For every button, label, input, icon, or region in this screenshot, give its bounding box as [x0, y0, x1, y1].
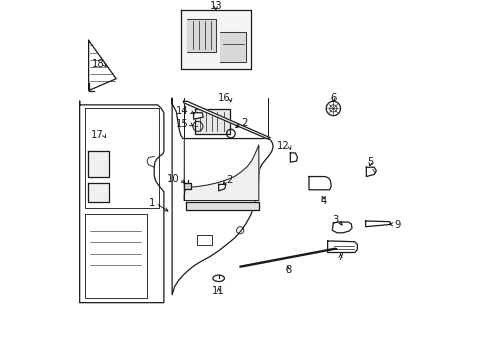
Polygon shape: [87, 152, 109, 176]
Polygon shape: [181, 10, 250, 69]
Text: 11: 11: [212, 286, 224, 296]
Polygon shape: [80, 101, 163, 303]
Text: 17: 17: [91, 130, 104, 140]
Text: 8: 8: [285, 265, 291, 275]
Text: 4: 4: [320, 195, 326, 206]
Polygon shape: [195, 109, 230, 134]
Polygon shape: [184, 183, 190, 189]
Text: 13: 13: [209, 1, 222, 11]
Text: 2: 2: [226, 175, 232, 185]
Polygon shape: [366, 167, 376, 176]
Text: 9: 9: [393, 220, 400, 230]
Polygon shape: [187, 19, 215, 52]
Text: 10: 10: [166, 174, 179, 184]
Polygon shape: [88, 40, 116, 90]
Polygon shape: [308, 176, 330, 190]
Polygon shape: [87, 183, 109, 202]
Text: 16: 16: [217, 93, 230, 103]
Polygon shape: [220, 32, 246, 62]
Text: 2: 2: [241, 118, 247, 128]
Text: 6: 6: [329, 93, 336, 103]
Text: 1: 1: [149, 198, 155, 208]
Polygon shape: [184, 141, 258, 201]
Polygon shape: [193, 113, 203, 119]
Polygon shape: [327, 241, 357, 252]
Polygon shape: [185, 202, 258, 210]
Text: 18: 18: [91, 59, 104, 69]
Polygon shape: [365, 221, 390, 227]
Polygon shape: [172, 98, 273, 295]
Text: 3: 3: [331, 215, 338, 225]
Text: 12: 12: [276, 141, 289, 151]
Text: 15: 15: [176, 118, 188, 129]
Polygon shape: [332, 222, 351, 233]
Polygon shape: [240, 248, 336, 267]
Polygon shape: [183, 101, 270, 139]
Text: 7: 7: [337, 252, 343, 262]
Text: 5: 5: [366, 157, 373, 167]
Text: 14: 14: [176, 106, 188, 116]
Polygon shape: [218, 184, 225, 191]
